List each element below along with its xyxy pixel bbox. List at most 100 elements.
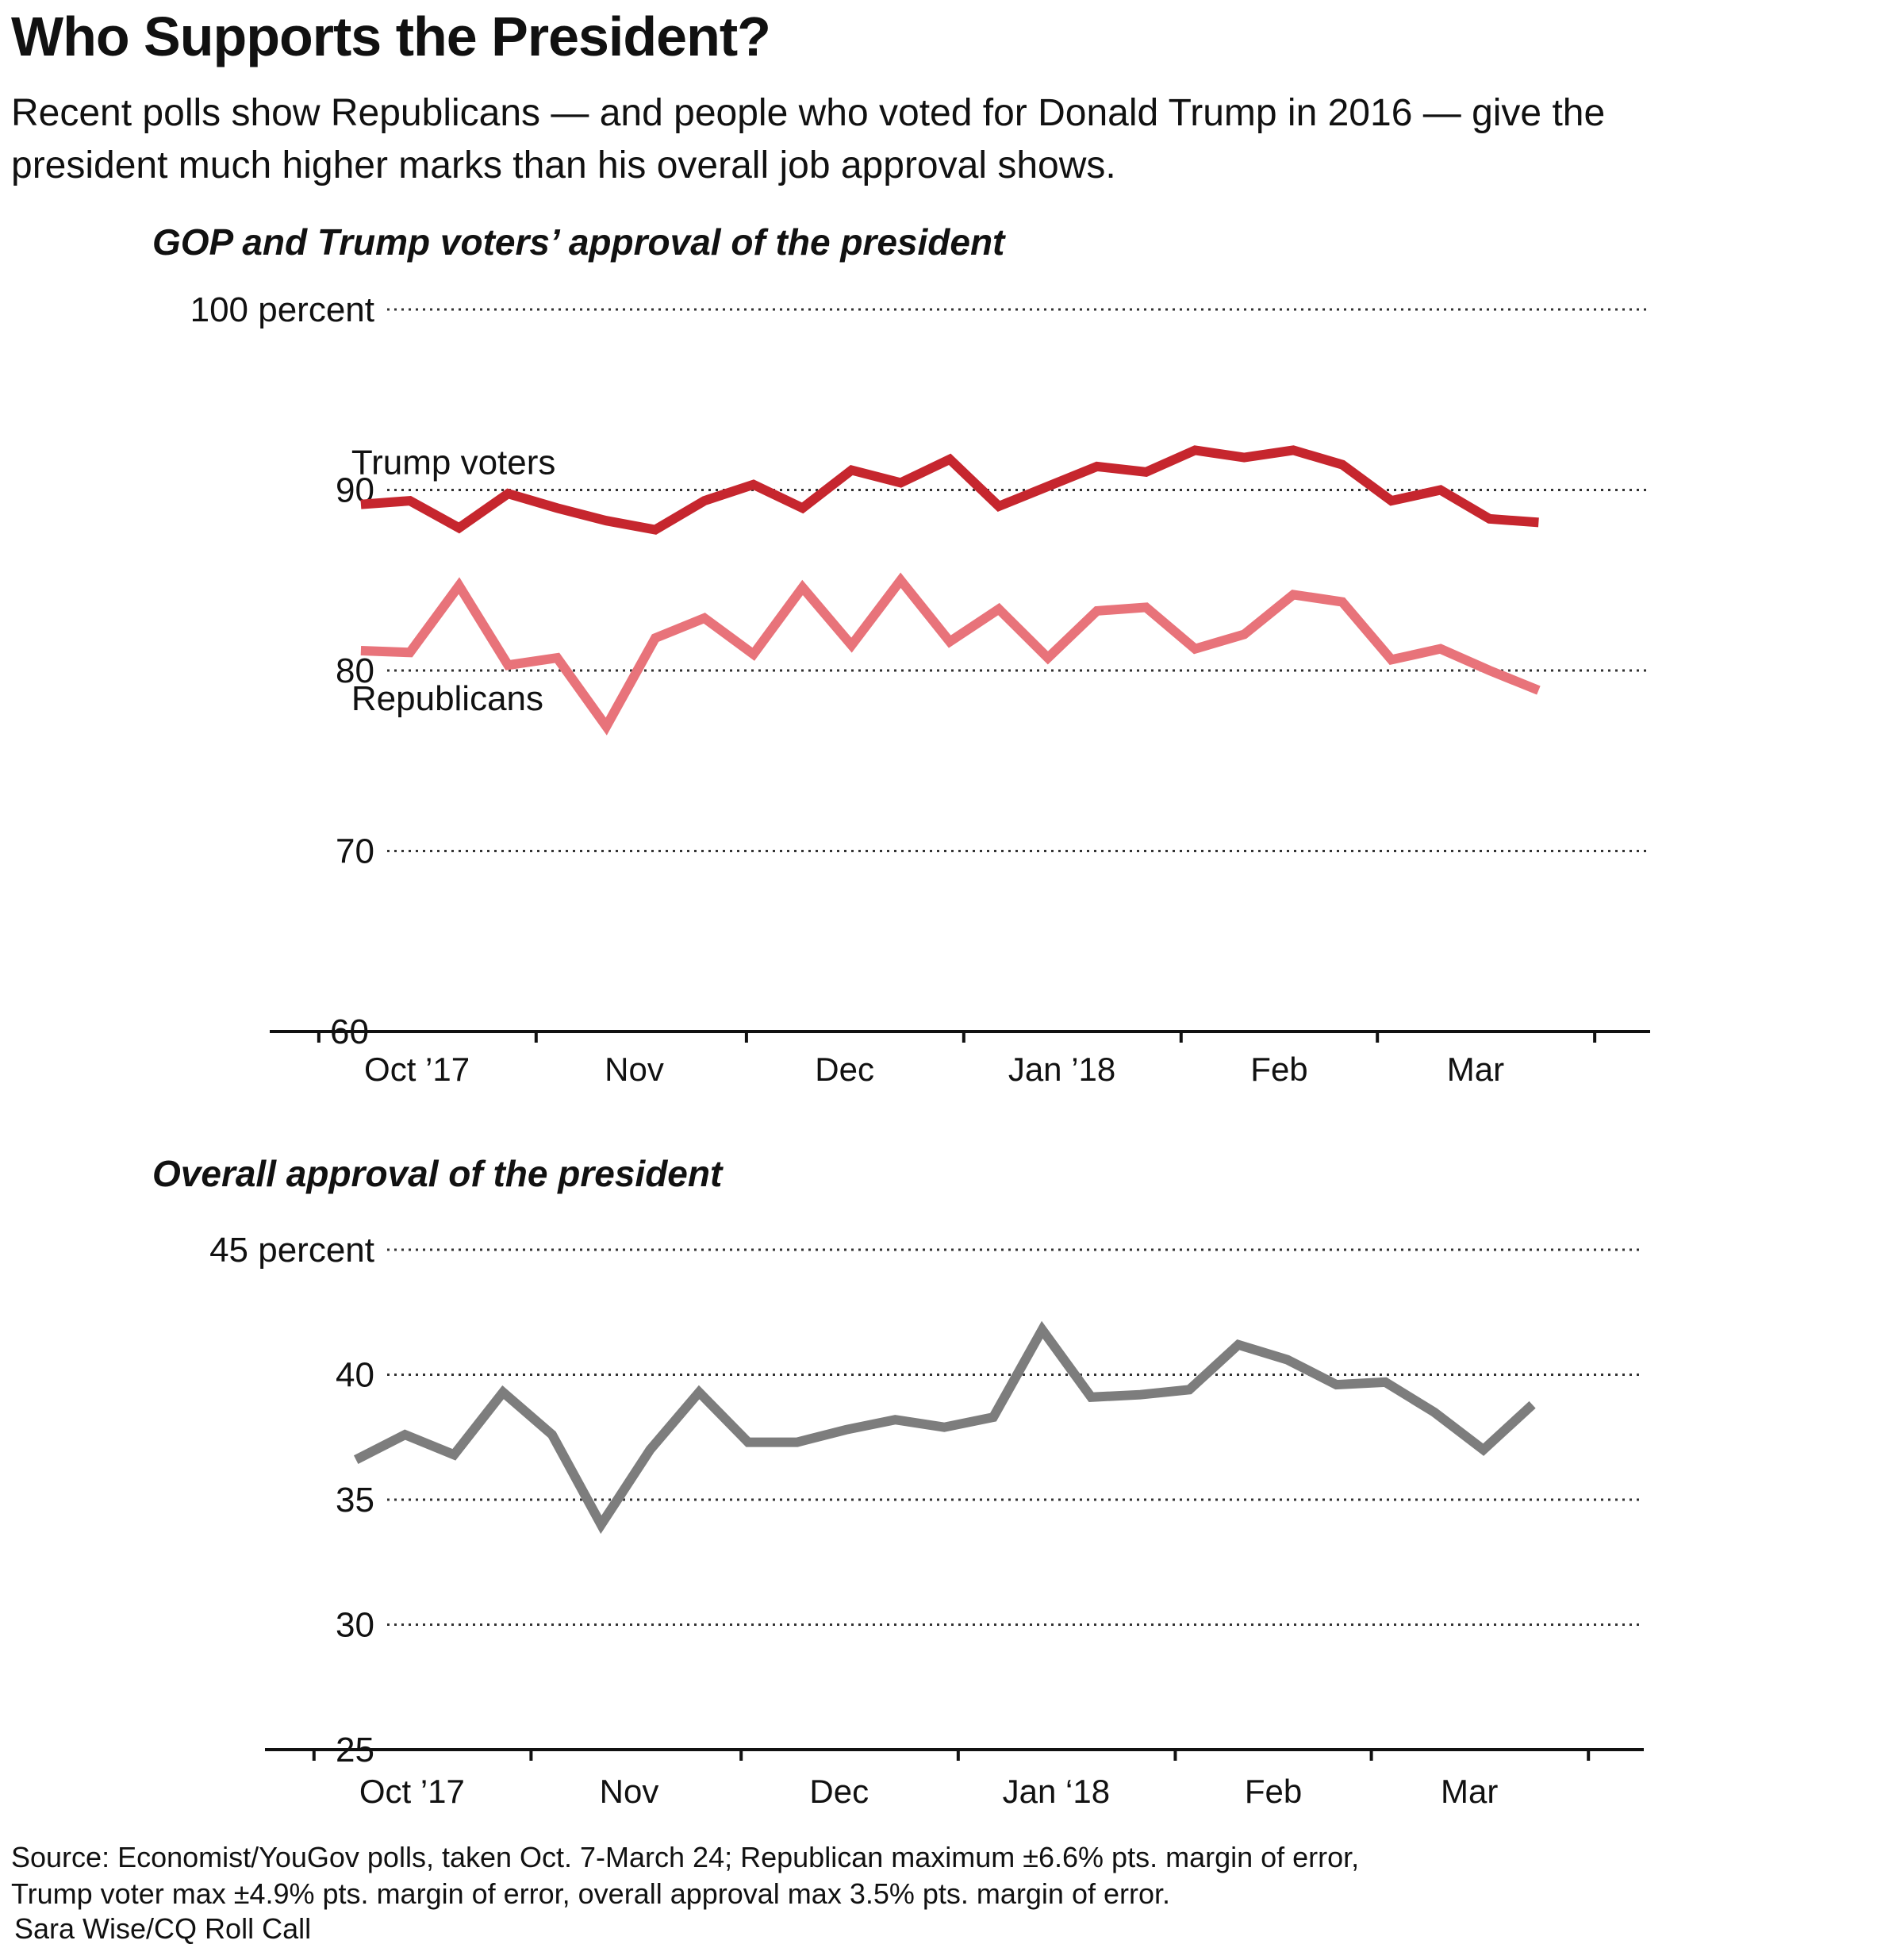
data-point (1042, 1329, 1043, 1331)
data-point (650, 1449, 651, 1450)
data-point (605, 726, 607, 728)
data-point (802, 586, 804, 588)
data-point (1292, 594, 1294, 595)
data-point (409, 651, 411, 653)
data-point (551, 1434, 553, 1435)
data-point (1342, 464, 1343, 466)
data-point (1096, 610, 1098, 612)
data-point (556, 657, 558, 659)
y-tick-label: 45 percent (209, 1231, 374, 1270)
data-point (1091, 1397, 1092, 1398)
data-point (1146, 471, 1147, 473)
data-point (459, 527, 460, 528)
y-tick-label: 40 (336, 1356, 374, 1395)
x-tick-label: Feb (1245, 1773, 1302, 1809)
data-point (1342, 601, 1343, 603)
series-overall-approval (353, 1320, 1536, 1535)
data-point (1489, 518, 1491, 520)
credit: Sara Wise/CQ Roll Call (14, 1912, 312, 1945)
data-point (704, 617, 705, 619)
x-tick-label: Mar (1447, 1051, 1504, 1088)
data-point (453, 1454, 455, 1455)
y-tick-label: 80 (336, 651, 374, 690)
data-point (1336, 1384, 1338, 1385)
x-tick-label: Oct ’17 (364, 1051, 470, 1088)
data-point (654, 529, 656, 531)
data-point (360, 650, 362, 651)
data-point (1188, 1389, 1190, 1390)
data-point (1292, 449, 1294, 451)
y-tick-label: 35 (336, 1481, 374, 1520)
x-axis: Oct ’17 Nov Dec Jan ‘18 Feb Mar (265, 1748, 1644, 1809)
data-point (949, 459, 950, 460)
data-point (698, 1392, 700, 1393)
data-point (1532, 1404, 1534, 1405)
data-point (949, 641, 950, 643)
data-point (507, 493, 509, 494)
data-point (654, 637, 656, 639)
data-point (1146, 606, 1147, 608)
data-point (900, 579, 901, 581)
chart2-title: Overall approval of the president (152, 1153, 723, 1194)
chart1-title: GOP and Trump voters’ approval of the pr… (152, 221, 1005, 263)
y-tick-label: 100 percent (190, 290, 374, 329)
data-point (1537, 690, 1539, 691)
data-point (850, 644, 852, 646)
data-point (360, 504, 362, 505)
y-tick-label: 30 (336, 1606, 374, 1645)
data-point (605, 520, 607, 521)
x-tick-label: Oct ’17 (359, 1773, 465, 1809)
x-axis: Oct ’17 Nov Dec Jan ’18 Feb Mar (270, 1030, 1650, 1088)
data-point (1391, 659, 1392, 660)
data-point (1483, 1449, 1484, 1450)
data-point (992, 1416, 994, 1418)
data-point (1096, 466, 1098, 467)
x-tick-label: Mar (1441, 1773, 1498, 1809)
data-point (1243, 457, 1245, 459)
data-point (507, 664, 509, 666)
headline: Who Supports the President? (11, 6, 771, 67)
x-tick-label: Jan ’18 (1008, 1051, 1115, 1088)
data-point (601, 1524, 602, 1526)
data-point (753, 484, 754, 486)
deck: Recent polls show Republicans — and peop… (11, 87, 1836, 192)
data-point (943, 1427, 945, 1428)
data-point (797, 1442, 798, 1443)
data-point (1287, 1359, 1288, 1361)
data-point (802, 507, 804, 509)
gridlines (387, 308, 1650, 852)
data-point (1440, 490, 1441, 491)
data-point (704, 500, 705, 501)
data-point (1139, 1394, 1141, 1396)
data-point (459, 585, 460, 586)
x-tick-label: Jan ‘18 (1003, 1773, 1110, 1809)
source-line-2: Trump voter max ±4.9% pts. margin of err… (11, 1877, 1170, 1910)
data-point (1537, 521, 1539, 523)
data-point (1047, 486, 1049, 487)
data-point (900, 482, 901, 483)
y-tick-label: 70 (336, 832, 374, 871)
series-label: Trump voters (351, 444, 556, 482)
x-tick-label: Dec (815, 1051, 874, 1088)
series-line (360, 572, 1541, 736)
x-tick-label: Nov (600, 1773, 659, 1809)
series-trump-voters: Trump voters (351, 444, 1539, 535)
data-point (409, 500, 411, 501)
data-point (998, 609, 1000, 610)
data-point (1047, 657, 1049, 659)
x-tick-label: Dec (809, 1773, 869, 1809)
data-point (846, 1429, 847, 1431)
data-point (502, 1392, 504, 1393)
deck-line-2: president much higher marks than his ove… (11, 144, 1116, 186)
deck-line-1: Recent polls show Republicans — and peop… (11, 92, 1606, 134)
data-point (1489, 670, 1491, 671)
data-point (753, 654, 754, 655)
x-tick-label: Feb (1250, 1051, 1307, 1088)
source-line-1: Source: Economist/YouGov polls, taken Oc… (11, 1841, 1360, 1873)
data-point (747, 1442, 749, 1443)
data-point (556, 507, 558, 509)
series-line (360, 445, 1539, 535)
